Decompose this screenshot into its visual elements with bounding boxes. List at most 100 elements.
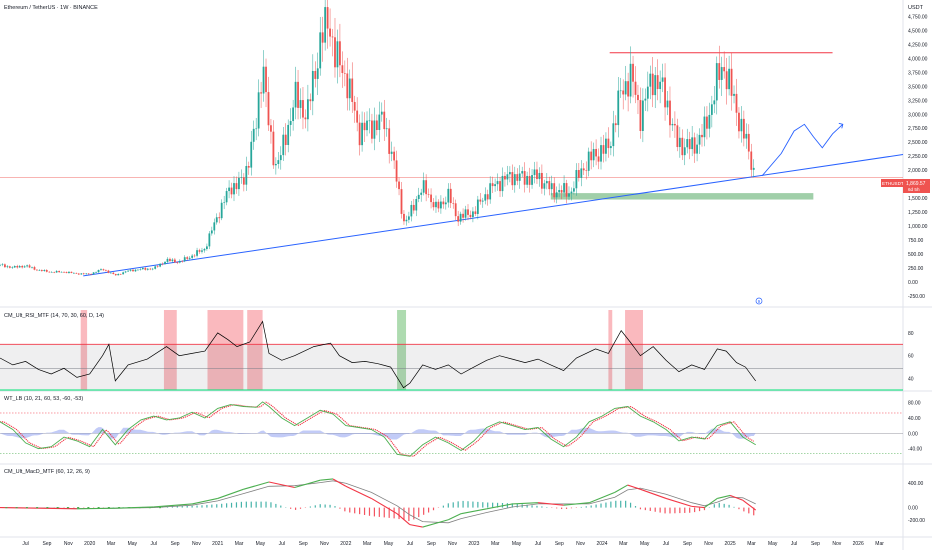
candle-body[interactable] [178, 260, 181, 263]
candle-body[interactable] [703, 116, 706, 138]
candle-body[interactable] [270, 125, 272, 132]
candle-body[interactable] [459, 213, 462, 222]
candle-body[interactable] [238, 177, 240, 190]
candle-body[interactable] [122, 272, 125, 275]
candle-body[interactable] [444, 202, 447, 205]
candle-body[interactable] [590, 151, 593, 161]
candle-body[interactable] [405, 219, 408, 222]
candle-body[interactable] [592, 148, 595, 161]
candle-body[interactable] [196, 250, 198, 256]
candle-body[interactable] [95, 272, 97, 273]
candle-body[interactable] [70, 271, 73, 273]
candle-body[interactable] [240, 177, 243, 178]
candle-body[interactable] [68, 271, 70, 274]
candle-body[interactable] [151, 268, 154, 270]
candle-body[interactable] [568, 193, 570, 197]
candle-body[interactable] [127, 270, 129, 272]
candle-body[interactable] [747, 133, 750, 152]
candle-body[interactable] [282, 134, 285, 156]
candle-body[interactable] [16, 266, 19, 268]
candle-body[interactable] [484, 194, 487, 201]
candle-body[interactable] [77, 273, 80, 275]
candle-body[interactable] [609, 146, 612, 149]
candle-body[interactable] [649, 73, 652, 87]
candle-body[interactable] [585, 170, 588, 171]
candle-body[interactable] [407, 216, 410, 220]
candle-body[interactable] [745, 133, 748, 139]
candle-body[interactable] [629, 63, 632, 97]
candle-body[interactable] [380, 111, 383, 115]
candle-body[interactable] [602, 145, 605, 154]
candle-body[interactable] [715, 63, 718, 101]
candle-body[interactable] [43, 270, 46, 272]
candle-body[interactable] [619, 90, 622, 92]
candle-body[interactable] [129, 269, 132, 271]
candle-body[interactable] [316, 68, 319, 79]
candle-body[interactable] [294, 81, 297, 108]
candle-body[interactable] [176, 262, 179, 264]
candle-body[interactable] [250, 141, 253, 168]
candle-body[interactable] [622, 90, 625, 95]
candle-body[interactable] [55, 270, 58, 273]
candle-body[interactable] [306, 99, 309, 120]
candle-body[interactable] [109, 272, 112, 274]
candle-body[interactable] [297, 81, 299, 108]
candle-body[interactable] [521, 171, 524, 174]
candle-body[interactable] [612, 123, 615, 147]
candle-body[interactable] [107, 270, 110, 273]
candle-body[interactable] [302, 100, 304, 118]
candle-body[interactable] [713, 100, 716, 105]
candle-body[interactable] [696, 144, 698, 154]
candle-body[interactable] [435, 201, 437, 208]
candle-body[interactable] [508, 172, 511, 175]
candle-body[interactable] [191, 255, 194, 258]
candle-body[interactable] [53, 271, 56, 273]
candle-body[interactable] [506, 174, 509, 180]
candle-body[interactable] [410, 204, 413, 217]
candle-body[interactable] [708, 114, 711, 129]
candle-body[interactable] [228, 187, 230, 192]
candle-body[interactable] [154, 266, 157, 269]
candle-body[interactable] [119, 273, 122, 275]
time-axis[interactable]: Jul Sep Nov 2020 Mar May Jul Sep Nov 2021 Mar May Ju… [22, 541, 884, 547]
candle-body[interactable] [13, 266, 16, 268]
candle-body[interactable] [346, 73, 349, 99]
candle-body[interactable] [393, 151, 396, 161]
candle-body[interactable] [634, 81, 637, 95]
candle-body[interactable] [412, 204, 415, 211]
candle-body[interactable] [486, 194, 489, 200]
candle-body[interactable] [4, 264, 6, 268]
candle-body[interactable] [292, 107, 295, 122]
candle-body[interactable] [452, 203, 455, 204]
candle-body[interactable] [496, 181, 499, 185]
candle-body[interactable] [637, 94, 639, 101]
candle-body[interactable] [403, 213, 405, 222]
candle-body[interactable] [92, 272, 95, 275]
candle-body[interactable] [563, 183, 565, 193]
macd-pane[interactable]: 400.00 0.00 -200.00 [0, 478, 925, 528]
candle-body[interactable] [218, 217, 221, 219]
candle-body[interactable] [632, 63, 634, 82]
candle-body[interactable] [223, 202, 226, 203]
candle-body[interactable] [646, 86, 649, 99]
rsi-line[interactable] [0, 320, 756, 389]
candle-body[interactable] [363, 122, 366, 131]
candle-body[interactable] [321, 32, 324, 43]
candle-body[interactable] [299, 100, 302, 108]
candle-body[interactable] [314, 70, 317, 79]
candle-body[interactable] [595, 148, 597, 157]
candle-body[interactable] [368, 120, 371, 122]
candle-body[interactable] [725, 71, 728, 90]
candle-body[interactable] [201, 250, 203, 252]
candle-body[interactable] [11, 267, 14, 269]
candle-body[interactable] [523, 171, 526, 185]
candle-body[interactable] [161, 263, 164, 265]
candle-body[interactable] [735, 93, 738, 113]
candle-body[interactable] [188, 257, 191, 259]
candle-body[interactable] [531, 175, 533, 185]
candle-body[interactable] [102, 269, 105, 271]
candle-body[interactable] [513, 174, 516, 186]
candle-body[interactable] [587, 151, 590, 171]
candle-body[interactable] [208, 233, 211, 247]
candle-body[interactable] [85, 273, 88, 275]
